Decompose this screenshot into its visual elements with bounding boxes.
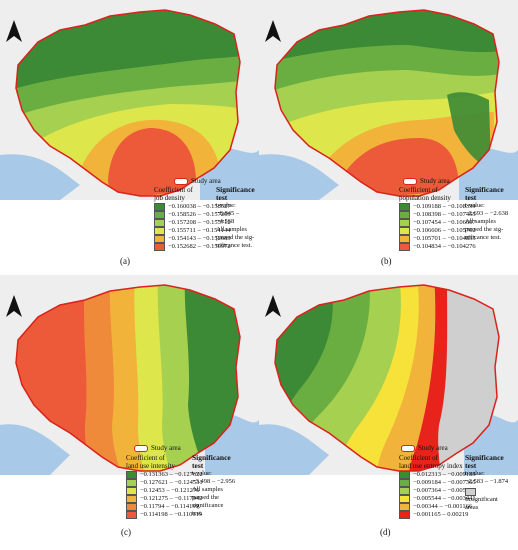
significance-test-b: Significance test t-value: −2.693 – −2.6… <box>465 185 509 242</box>
north-arrow-icon <box>6 20 22 42</box>
map-b <box>259 0 518 200</box>
legend-item: −0.106606 – −0.105702 <box>399 227 476 235</box>
legend-item: −0.158526 – −0.157209 <box>154 211 231 219</box>
legend-item: −0.154143 – −0.152683 <box>154 235 231 243</box>
north-arrow-icon <box>6 295 22 317</box>
panel-caption: (a) <box>120 256 130 266</box>
legend-item: −0.152682 – −0.150972 <box>154 243 231 251</box>
study-area-legend: Study area <box>403 177 450 185</box>
significance-test-d: Significance test t-value: −2.583 – −1.8… <box>465 453 509 511</box>
panel-b: Study area Coefficient of population dens… <box>259 0 518 275</box>
legend-title: Coefficient of land use entropy index <box>399 454 463 470</box>
significance-test-c: Significance test t-value: −3.498 – −2.9… <box>192 453 236 518</box>
legend-item: −0.107454 – −0.106607 <box>399 219 476 227</box>
legend-item: −0.155711 – −0.154144 <box>154 227 231 235</box>
panel-a: Study area Coefficient of job density −0.… <box>0 0 259 275</box>
map-a <box>0 0 259 200</box>
legend-b: Coefficient of population density −0.1091… <box>399 186 476 251</box>
legend-item: −0.131363 – −0.127622 <box>126 471 203 479</box>
study-area-legend: Study area <box>174 177 221 185</box>
legend-c: Coefficient of land use intensity −0.1313… <box>126 454 203 519</box>
panel-caption: (c) <box>121 527 131 537</box>
insignificant-swatch <box>465 488 508 496</box>
legend-item: −0.009184 – −0.007365 <box>399 479 476 487</box>
legend-item: −0.12453 – −0.121276 <box>126 487 203 495</box>
legend-item: −0.005544 – −0.003441 <box>399 495 476 503</box>
legend-item: −0.127621 – −0.124531 <box>126 479 203 487</box>
map-d <box>259 275 518 475</box>
significance-test-a: Significance test t-value: −8.845 – −4.5… <box>216 185 255 250</box>
legend-a: Coefficient of job density −0.160038 – −0… <box>154 186 231 251</box>
north-arrow-icon <box>265 295 281 317</box>
panel-d: Study area Coefficient of land use entrop… <box>259 275 518 550</box>
panel-caption: (b) <box>381 256 392 266</box>
legend-item: −0.160038 – −0.158527 <box>154 203 231 211</box>
legend-item: −0.00344 – −0.001166 <box>399 503 476 511</box>
legend-d: Coefficient of land use entropy index −0.… <box>399 454 476 519</box>
map-c <box>0 275 259 475</box>
legend-item: −0.104834 – −0.104276 <box>399 243 476 251</box>
study-area-legend: Study area <box>134 444 181 452</box>
legend-item: −0.007364 – −0.005545 <box>399 487 476 495</box>
legend-item: −0.001165 – 0.00219 <box>399 511 476 519</box>
legend-item: −0.11794 – −0.114199 <box>126 503 203 511</box>
legend-item: −0.012313 – −0.009185 <box>399 471 476 479</box>
north-arrow-icon <box>265 20 281 42</box>
legend-title: Coefficient of population density <box>399 186 451 202</box>
legend-item: −0.109188 – −0.108399 <box>399 203 476 211</box>
legend-item: −0.121275 – −0.117942 <box>126 495 203 503</box>
panel-c: Study area Coefficient of land use intens… <box>0 275 259 550</box>
legend-item: −0.114198 – −0.110619 <box>126 511 203 519</box>
legend-title: Coefficient of land use intensity <box>126 454 175 470</box>
legend-item: −0.157208 – −0.155712 <box>154 219 231 227</box>
study-area-legend: Study area <box>401 444 448 452</box>
legend-title: Coefficient of job density <box>154 186 193 202</box>
panel-caption: (d) <box>380 527 391 537</box>
legend-item: −0.108398 – −0.107455 <box>399 211 476 219</box>
legend-item: −0.105701 – −0.104835 <box>399 235 476 243</box>
